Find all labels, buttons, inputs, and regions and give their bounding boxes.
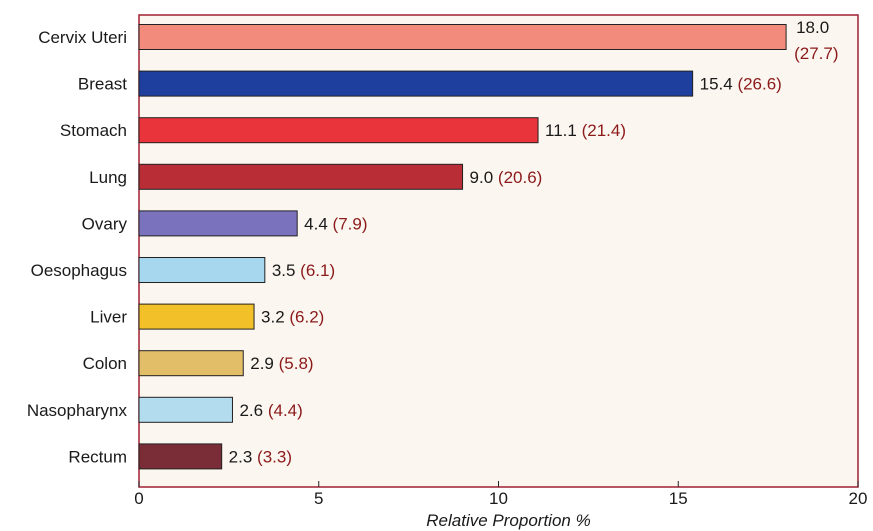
x-tick-label: 5 — [314, 489, 323, 508]
value-label: 11.1 (21.4) — [545, 121, 626, 140]
bar-colon — [138, 350, 244, 377]
value-label: 3.5 (6.1) — [272, 261, 335, 280]
category-label: Nasopharynx — [27, 401, 128, 420]
secondary-value-label: (4.4) — [268, 401, 303, 420]
secondary-value-label: (27.7) — [794, 44, 838, 63]
bar-rectum — [138, 443, 223, 470]
category-label: Ovary — [82, 214, 128, 233]
value-label: 9.0 (20.6) — [470, 168, 543, 187]
value-labels: 18.0 (27.7) 15.4 (26.6) 11.1 (21.4) 9.0 (20.… — [229, 18, 839, 466]
bar-oesophagus — [138, 257, 266, 283]
x-tick-label: 15 — [669, 489, 688, 508]
secondary-value-label: (7.9) — [333, 214, 368, 233]
x-axis-title: Relative Proportion % — [426, 511, 590, 530]
secondary-value-label: (20.6) — [498, 168, 542, 187]
bar-breast — [138, 70, 694, 97]
secondary-value-label: (3.3) — [257, 447, 292, 466]
x-tick-label: 10 — [489, 489, 508, 508]
category-label: Stomach — [60, 121, 127, 140]
category-label: Oesophagus — [31, 261, 127, 280]
category-label: Rectum — [68, 447, 127, 466]
category-label: Cervix Uteri — [38, 28, 127, 47]
value-label: 15.4 (26.6) — [700, 75, 782, 94]
category-label: Breast — [78, 75, 127, 94]
bar-ovary — [138, 210, 298, 237]
category-label: Liver — [90, 308, 127, 327]
secondary-value-label: (6.2) — [289, 308, 324, 327]
value-label: 2.6 (4.4) — [239, 401, 302, 420]
bar-stomach — [138, 117, 539, 144]
category-label: Colon — [83, 354, 127, 373]
bar-liver — [138, 303, 255, 330]
secondary-value-label: (5.8) — [279, 354, 314, 373]
bar-cervix-uteri — [138, 24, 787, 50]
bar-nasopharynx — [138, 396, 233, 423]
secondary-value-label: (21.4) — [582, 121, 626, 140]
secondary-value-label: (6.1) — [300, 261, 335, 280]
value-label: 18.0 — [796, 18, 829, 37]
category-labels: Cervix Uteri Breast Stomach Lung Ovary Oesoph… — [27, 28, 128, 466]
x-tick-label: 20 — [849, 489, 868, 508]
value-label: 4.4 (7.9) — [304, 214, 367, 233]
value-label: 2.3 (3.3) — [229, 447, 292, 466]
value-label: 2.9 (5.8) — [250, 354, 313, 373]
bars-group — [138, 24, 787, 470]
value-label: 3.2 (6.2) — [261, 308, 324, 327]
x-tick-label: 0 — [134, 489, 143, 508]
bar-lung — [138, 163, 464, 190]
x-axis-ticks: 0 5 10 15 20 — [134, 481, 867, 508]
secondary-value-label: (26.6) — [737, 75, 781, 94]
category-label: Lung — [89, 168, 127, 187]
